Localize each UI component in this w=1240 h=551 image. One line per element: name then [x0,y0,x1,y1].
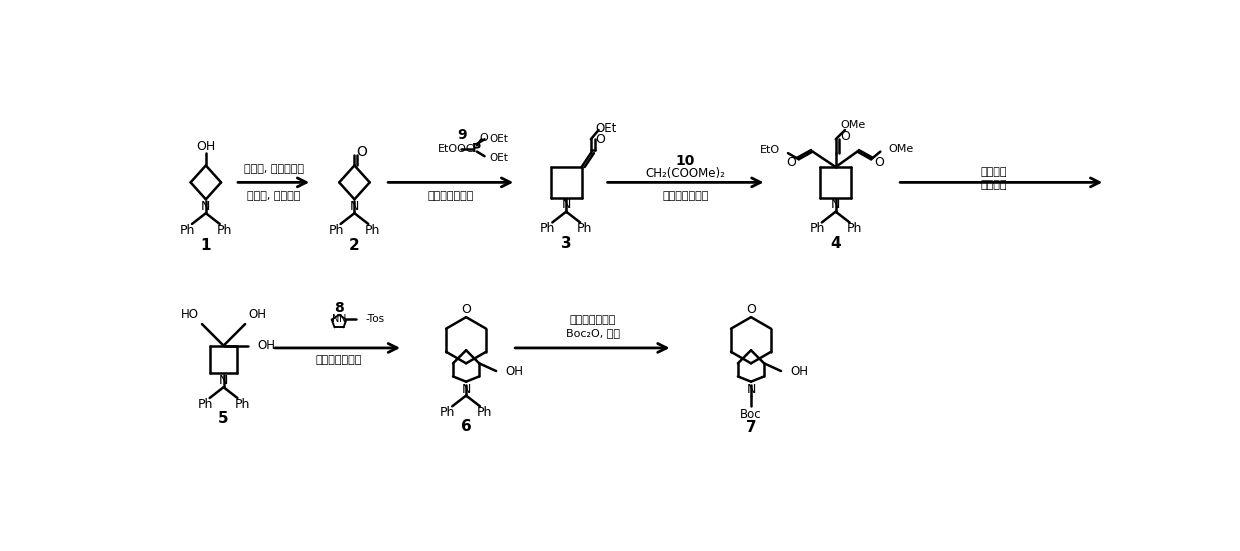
Text: 5: 5 [218,410,229,425]
Text: HO: HO [181,309,198,321]
Text: Ph: Ph [329,224,343,236]
Text: N: N [340,314,347,323]
Text: OEt: OEt [595,122,618,135]
Text: OH: OH [790,365,808,377]
Text: OH: OH [506,365,523,377]
Text: Ph: Ph [847,222,862,235]
Text: O: O [461,303,471,316]
Text: O: O [874,156,884,169]
Text: 10: 10 [676,154,696,168]
Text: 7: 7 [745,420,756,435]
Text: 三乙胺, 二氯甲烷: 三乙胺, 二氯甲烷 [247,191,300,201]
Text: N: N [331,314,339,323]
Text: Ph: Ph [440,406,455,419]
Text: 4: 4 [831,236,841,251]
Text: N: N [350,200,360,213]
Text: Boc: Boc [740,408,761,420]
Text: CH₂(COOMe)₂: CH₂(COOMe)₂ [646,166,725,180]
Text: O: O [839,129,849,143]
Text: N: N [562,198,570,211]
Text: -Tos: -Tos [366,314,384,323]
Text: O: O [357,144,367,159]
Text: Ph: Ph [810,222,825,235]
Text: OEt: OEt [490,153,508,163]
Text: 氢气，氢氧化钯: 氢气，氢氧化钯 [570,315,616,325]
Text: O: O [746,303,756,316]
Text: 1: 1 [201,238,211,253]
Text: Ph: Ph [577,222,593,235]
Text: N: N [219,374,228,387]
Text: O: O [480,133,489,143]
Text: 四氢呋喃: 四氢呋喃 [981,181,1007,191]
Text: OH: OH [196,141,216,154]
Text: OMe: OMe [839,121,866,131]
Text: EtO: EtO [760,145,780,155]
Text: 6: 6 [461,419,471,434]
Text: Ph: Ph [180,224,195,236]
Text: 2: 2 [350,238,360,253]
Text: OEt: OEt [490,133,508,143]
Text: 草酰氯, 二甲基亚砜: 草酰氯, 二甲基亚砜 [243,164,304,174]
Text: OMe: OMe [888,143,914,154]
Text: N: N [461,383,471,396]
Text: 钠氢，四氢呋喃: 钠氢，四氢呋喃 [662,191,709,201]
Text: Ph: Ph [366,224,381,236]
Text: Ph: Ph [477,406,492,419]
Text: Ph: Ph [541,222,556,235]
Text: Ph: Ph [217,224,232,236]
Text: N: N [201,200,211,213]
Text: P: P [472,142,481,155]
Text: 四氢铝锂: 四氢铝锂 [981,166,1007,177]
Text: Ph: Ph [197,398,213,410]
Text: O: O [595,133,605,146]
Text: 钠氢，四氢呋喃: 钠氢，四氢呋喃 [316,355,362,365]
Text: Ph: Ph [234,398,249,410]
Text: 钠氢，四氢呋喃: 钠氢，四氢呋喃 [428,191,474,201]
Text: 8: 8 [334,301,343,315]
Text: O: O [786,156,796,169]
Text: OH: OH [248,309,267,321]
Text: 9: 9 [458,128,467,142]
Text: N: N [746,383,755,396]
Text: Boc₂O, 甲醇: Boc₂O, 甲醇 [567,327,620,338]
Text: EtOOC: EtOOC [438,143,474,154]
Text: 3: 3 [560,236,572,251]
Text: N: N [831,198,841,211]
Text: OH: OH [258,339,275,352]
